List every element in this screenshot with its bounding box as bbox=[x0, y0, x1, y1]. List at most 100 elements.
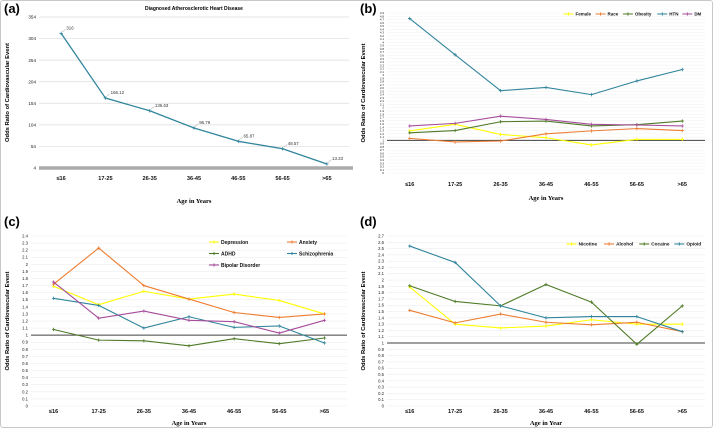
gridlines bbox=[387, 235, 705, 407]
gridlines bbox=[39, 16, 349, 169]
y-tick-label: 304 bbox=[28, 36, 36, 41]
y-tick-label: 104 bbox=[28, 122, 36, 127]
y-tick-label: 0.9 bbox=[380, 142, 385, 146]
gridlines bbox=[387, 12, 705, 174]
legend-item-label: HTN bbox=[669, 12, 678, 17]
series-line bbox=[409, 283, 683, 345]
y-tick-label: 0.1 bbox=[380, 168, 385, 172]
panel-b: (b) 4.9 4.8 4.7 4.6 4.5 4.4 4.3 4.2 4.1 4 3.9 3.8 3.… bbox=[357, 1, 712, 214]
legend-item-label: Bipolar Disorder bbox=[221, 263, 260, 269]
x-category-label: 56-65 bbox=[630, 409, 644, 415]
y-tick-label: 2.1 bbox=[22, 255, 28, 260]
y-tick-label: 4 bbox=[382, 40, 384, 44]
y-tick-label: 0.7 bbox=[380, 148, 385, 152]
y-axis-title: Odds Ratio of Cardiovascular Event bbox=[5, 271, 11, 370]
x-category-label: 46-55 bbox=[227, 409, 241, 415]
legend-item-label: Obesity bbox=[635, 12, 652, 17]
y-tick-label: 3.1 bbox=[380, 70, 385, 74]
series-bipolar-disorder bbox=[51, 280, 327, 335]
y-tick-label: 4.1 bbox=[380, 37, 385, 41]
y-tick-label: 2.5 bbox=[380, 89, 385, 93]
y-tick-label: 2.4 bbox=[22, 233, 28, 238]
point-label: 136.63 bbox=[155, 103, 169, 108]
series-cocaine bbox=[408, 282, 684, 346]
y-tick-label: 0.3 bbox=[378, 385, 384, 390]
y-tick-label: 1.6 bbox=[380, 119, 385, 123]
y-tick-label: 0.4 bbox=[22, 375, 28, 380]
label-leader-line bbox=[194, 123, 199, 127]
y-tick-label: 2.3 bbox=[22, 241, 28, 246]
panel-c-chart-svg: 2.4 2.3 2.2 2.1 2 1.9 1.8 1.7 1.6 1.5 1.4 1.3 1.2 1.1… bbox=[5, 233, 347, 427]
x-category-label: 46-55 bbox=[231, 176, 245, 182]
legend-item-label: Alcohol bbox=[616, 242, 633, 247]
y-tick-label: 3.2 bbox=[380, 67, 385, 71]
y-tick-label: 2 bbox=[382, 106, 384, 110]
label-leader-line bbox=[283, 144, 288, 148]
x-category-label: 56-65 bbox=[275, 176, 289, 182]
legend-item-label: Anxiety bbox=[299, 240, 317, 246]
y-tick-label: 154 bbox=[28, 101, 36, 106]
legend-item-label: ADHD bbox=[221, 251, 236, 257]
y-tick-label: 0.4 bbox=[378, 378, 384, 383]
y-tick-label: 1.1 bbox=[380, 135, 385, 139]
y-tick-label: 0.2 bbox=[22, 389, 28, 394]
y-axis-title: Odds Ratio of Cardiovascular Event bbox=[361, 271, 367, 370]
y-tick-label: 0.6 bbox=[380, 151, 385, 155]
y-tick-label: 0.3 bbox=[22, 382, 28, 387]
y-tick-label: 4.8 bbox=[380, 14, 385, 18]
point-data-labels: 316 166.12 136.63 96.79 65.87 48.57 13.33 bbox=[61, 25, 344, 163]
panel-b-chart-svg: 4.94.84.74.64.54.44.34.24.143.93.83.73.6… bbox=[361, 11, 705, 202]
y-tick-label: 0.9 bbox=[22, 340, 28, 345]
y-tick-label: 1.8 bbox=[378, 290, 384, 295]
series-opioid bbox=[408, 244, 684, 334]
panel-c-letter: (c) bbox=[4, 214, 20, 229]
x-axis-category-labels: ≤16 17-25 26-35 36-45 46-55 56-65 >65 bbox=[56, 176, 331, 182]
y-tick-label: 2 bbox=[382, 278, 385, 283]
x-category-label: ≤16 bbox=[405, 409, 414, 415]
y-tick-label: 0.8 bbox=[22, 347, 28, 352]
x-category-label: 36-45 bbox=[187, 176, 201, 182]
y-tick-label: 3.7 bbox=[380, 50, 385, 54]
y-tick-label: 0.7 bbox=[22, 354, 28, 359]
y-tick-label: 0.2 bbox=[380, 165, 385, 169]
y-tick-label: 1.9 bbox=[22, 269, 28, 274]
y-tick-label: 3.4 bbox=[380, 60, 385, 64]
y-axis-tick-labels: 2.7 2.62.52.4 2.32.22.1 21.91.81.7 1.61.51.4… bbox=[378, 233, 384, 408]
legend: Nicotine Alcohol Cocaine Opioid bbox=[566, 242, 701, 247]
y-tick-label: 2 bbox=[26, 262, 29, 267]
y-tick-label: 354 bbox=[28, 15, 36, 20]
y-tick-label: 1.2 bbox=[380, 132, 385, 136]
panel-d-chart-svg: 2.7 2.62.52.4 2.32.22.1 21.91.81.7 1.61.51.4… bbox=[361, 233, 705, 427]
y-tick-label: 4.5 bbox=[380, 24, 385, 28]
legend-item-label: Nicotine bbox=[579, 242, 598, 247]
y-tick-label: 2.7 bbox=[378, 233, 384, 238]
y-tick-label: 1.7 bbox=[380, 116, 385, 120]
y-tick-label: 2.2 bbox=[378, 265, 384, 270]
y-tick-label: 3.8 bbox=[380, 47, 385, 51]
series-line bbox=[53, 281, 325, 334]
y-tick-label: 1.6 bbox=[378, 303, 384, 308]
y-tick-label: 2.3 bbox=[380, 96, 385, 100]
y-tick-label: 0 bbox=[26, 403, 29, 408]
x-category-label: 46-55 bbox=[584, 409, 598, 415]
y-tick-label: 1 bbox=[26, 333, 29, 338]
x-category-label: >65 bbox=[322, 176, 332, 182]
y-tick-label: 1.1 bbox=[378, 334, 384, 339]
y-tick-label: 4.3 bbox=[380, 31, 385, 35]
panel-d-letter: (d) bbox=[360, 214, 377, 229]
y-axis-title: Odds Ratio of Cardiovascular Event bbox=[5, 43, 11, 142]
y-tick-label: 1.5 bbox=[378, 309, 384, 314]
x-axis-title: Age in Year bbox=[530, 420, 562, 427]
panel-a: (a) 354 304 254 204 154 104 54 4 316 166.12 136.63… bbox=[1, 1, 357, 214]
y-tick-label: 0.6 bbox=[378, 366, 384, 371]
legend: Depression Anxiety ADHD Schizophrenia Bipola… bbox=[209, 240, 333, 269]
legend-item-label: Schizophrenia bbox=[299, 251, 333, 257]
x-category-label: 36-45 bbox=[182, 409, 196, 415]
legend: Female Race Obesity HTN DM bbox=[563, 12, 702, 17]
x-axis-title: Age in Years bbox=[529, 195, 564, 202]
y-tick-label: 1.4 bbox=[22, 304, 28, 309]
x-category-label: 26-35 bbox=[137, 409, 151, 415]
legend-item-label: Race bbox=[608, 12, 619, 17]
label-leader-line bbox=[106, 93, 111, 97]
